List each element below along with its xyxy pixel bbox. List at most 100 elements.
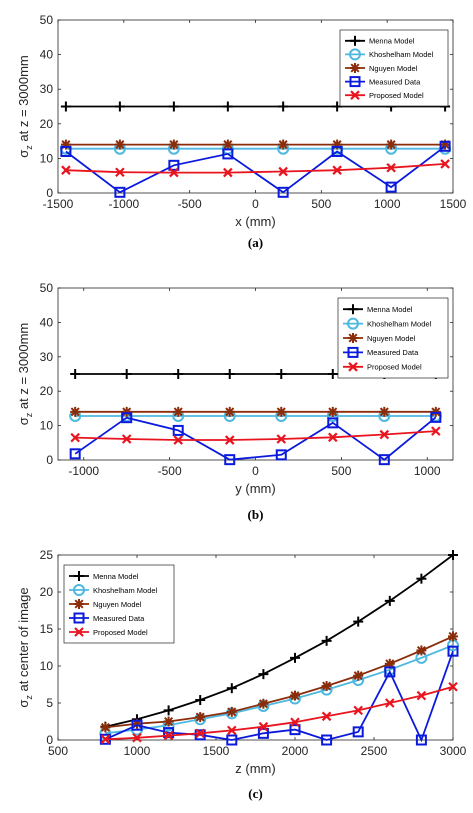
measured-data-point: [226, 734, 238, 746]
legend-swatch-marker: [349, 76, 361, 88]
y-tick-label: 0: [46, 733, 53, 747]
x-axis-label: y (mm): [235, 481, 275, 496]
measured-data-point: [131, 719, 143, 731]
y-axis-label-subscript: z: [24, 412, 34, 417]
chart-panel-b: -1000 -500 0 500 1000 0 10 20 30 40 50 y (mm) σz at …: [16, 281, 454, 522]
nguyen-model-point: [169, 140, 179, 150]
proposed-model-point: [223, 167, 233, 178]
proposed-model-point: [321, 711, 332, 722]
panel-caption: (c): [248, 786, 262, 801]
proposed-model-point: [385, 698, 395, 708]
proposed-model-point: [448, 681, 458, 692]
legend-label: Khoshelham Model: [93, 586, 158, 595]
measured-data-point: [114, 186, 126, 198]
nguyen-model-point: [353, 671, 363, 681]
chart-panel-c: 500 1000 1500 2000 2500 3000 0 5 10 15 20 25 z (mm) σ…: [16, 548, 467, 801]
legend-label: Proposed Model: [367, 363, 422, 372]
nguyen-model-point: [385, 659, 395, 669]
proposed-model-point: [115, 167, 125, 178]
proposed-model-point: [121, 434, 132, 444]
legend-label: Proposed Model: [369, 91, 424, 100]
nguyen-model-point: [173, 407, 183, 417]
nguyen-model-point: [290, 691, 300, 701]
y-tick-label: 50: [40, 13, 54, 27]
y-tick-label: 10: [40, 419, 54, 433]
nguyen-model-point: [328, 407, 338, 417]
legend-label: Nguyen Model: [369, 64, 418, 73]
x-tick-label: 1500: [203, 744, 230, 758]
y-tick-label: 50: [40, 281, 54, 295]
proposed-model-point: [276, 434, 287, 444]
y-tick-label: 25: [40, 548, 54, 562]
legend-swatch-marker: [347, 317, 359, 330]
measured-data-point: [172, 424, 184, 436]
measured-data-point: [289, 724, 301, 736]
measured-data-point: [385, 181, 397, 193]
measured-data-line: [74, 416, 437, 461]
legend-swatch-marker: [73, 612, 85, 624]
y-tick-label: 20: [40, 585, 54, 599]
proposed-model-line: [105, 685, 454, 741]
nguyen-model-point: [322, 681, 332, 691]
measured-data-point: [378, 454, 390, 466]
x-tick-label: -1000: [68, 464, 99, 478]
measured-data-point: [275, 449, 287, 461]
y-axis-label: σz at z = 3000mm: [16, 55, 34, 158]
proposed-model-point: [195, 728, 205, 739]
proposed-model-point: [132, 733, 142, 743]
y-axis-label-symbol: σ: [16, 417, 31, 425]
nguyen-model-line: [105, 635, 454, 729]
proposed-model-point: [278, 166, 288, 177]
x-tick-label: 1000: [414, 464, 441, 478]
legend-label: Proposed Model: [93, 628, 148, 637]
legend-swatch-marker: [350, 63, 360, 73]
nguyen-model-point: [115, 140, 125, 150]
y-tick-label: 10: [40, 151, 54, 165]
y-axis-label-text: at center of image: [16, 587, 31, 695]
measured-data-point: [447, 645, 459, 657]
chart-panel-a: -1500 -1000 -500 0 500 1000 1500 0 10 20 30 40 50 x (…: [16, 13, 467, 250]
legend-label: Khoshelham Model: [369, 50, 434, 59]
proposed-model-line: [65, 163, 446, 174]
y-tick-label: 0: [46, 186, 53, 200]
measured-data-point: [430, 411, 442, 423]
nguyen-model-point: [223, 140, 233, 150]
proposed-model-point: [290, 717, 300, 728]
proposed-model-point: [227, 725, 237, 736]
measured-data-point: [384, 666, 396, 678]
legend-swatch-marker: [348, 362, 358, 372]
proposed-model-point: [416, 690, 427, 701]
measured-data-point: [352, 726, 364, 738]
legend-label: Nguyen Model: [367, 334, 416, 343]
legend-swatch-marker: [74, 599, 84, 609]
measured-data-point: [321, 734, 333, 746]
measured-data-point: [327, 417, 339, 429]
nguyen-model-point: [276, 407, 286, 417]
x-tick-label: 3000: [440, 744, 467, 758]
x-tick-label: -1000: [108, 197, 139, 211]
x-tick-label: 0: [252, 197, 259, 211]
legend-label: Nguyen Model: [93, 600, 142, 609]
legend-label: Measured Data: [93, 614, 145, 623]
y-axis-label: σz at z = 3000mm: [16, 323, 34, 426]
proposed-model-point: [224, 435, 235, 445]
proposed-model-point: [386, 162, 396, 173]
proposed-model-point: [100, 734, 111, 745]
x-tick-label: -1500: [43, 197, 74, 211]
x-tick-label: 500: [331, 464, 351, 478]
proposed-model-line: [75, 430, 436, 441]
x-tick-label: -500: [178, 197, 202, 211]
measured-data-point: [415, 734, 427, 746]
proposed-model-point: [163, 730, 174, 741]
nguyen-model-point: [164, 716, 174, 727]
x-tick-label: 1500: [440, 197, 467, 211]
nguyen-model-point: [100, 722, 110, 732]
x-tick-label: 2000: [282, 744, 309, 758]
measured-data-point: [277, 186, 289, 198]
proposed-model-point: [169, 167, 179, 178]
y-tick-label: 5: [46, 696, 53, 710]
nguyen-model-point: [70, 407, 80, 417]
panel-caption: (b): [248, 507, 264, 522]
y-axis-label: σz at center of image: [16, 587, 34, 707]
legend-label: Measured Data: [367, 348, 419, 357]
